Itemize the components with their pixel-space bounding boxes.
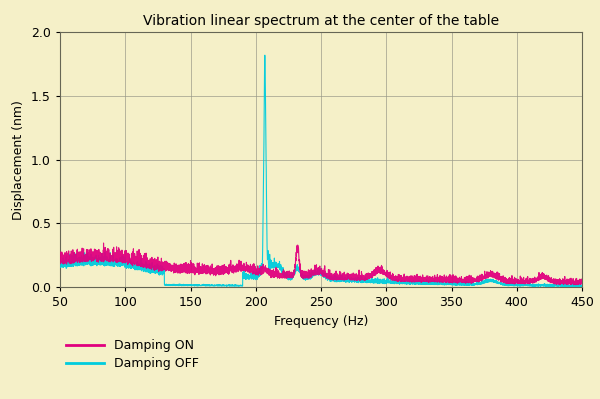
Legend: Damping ON, Damping OFF: Damping ON, Damping OFF	[66, 340, 199, 371]
X-axis label: Frequency (Hz): Frequency (Hz)	[274, 315, 368, 328]
Title: Vibration linear spectrum at the center of the table: Vibration linear spectrum at the center …	[143, 14, 499, 28]
Y-axis label: Displacement (nm): Displacement (nm)	[13, 100, 25, 219]
